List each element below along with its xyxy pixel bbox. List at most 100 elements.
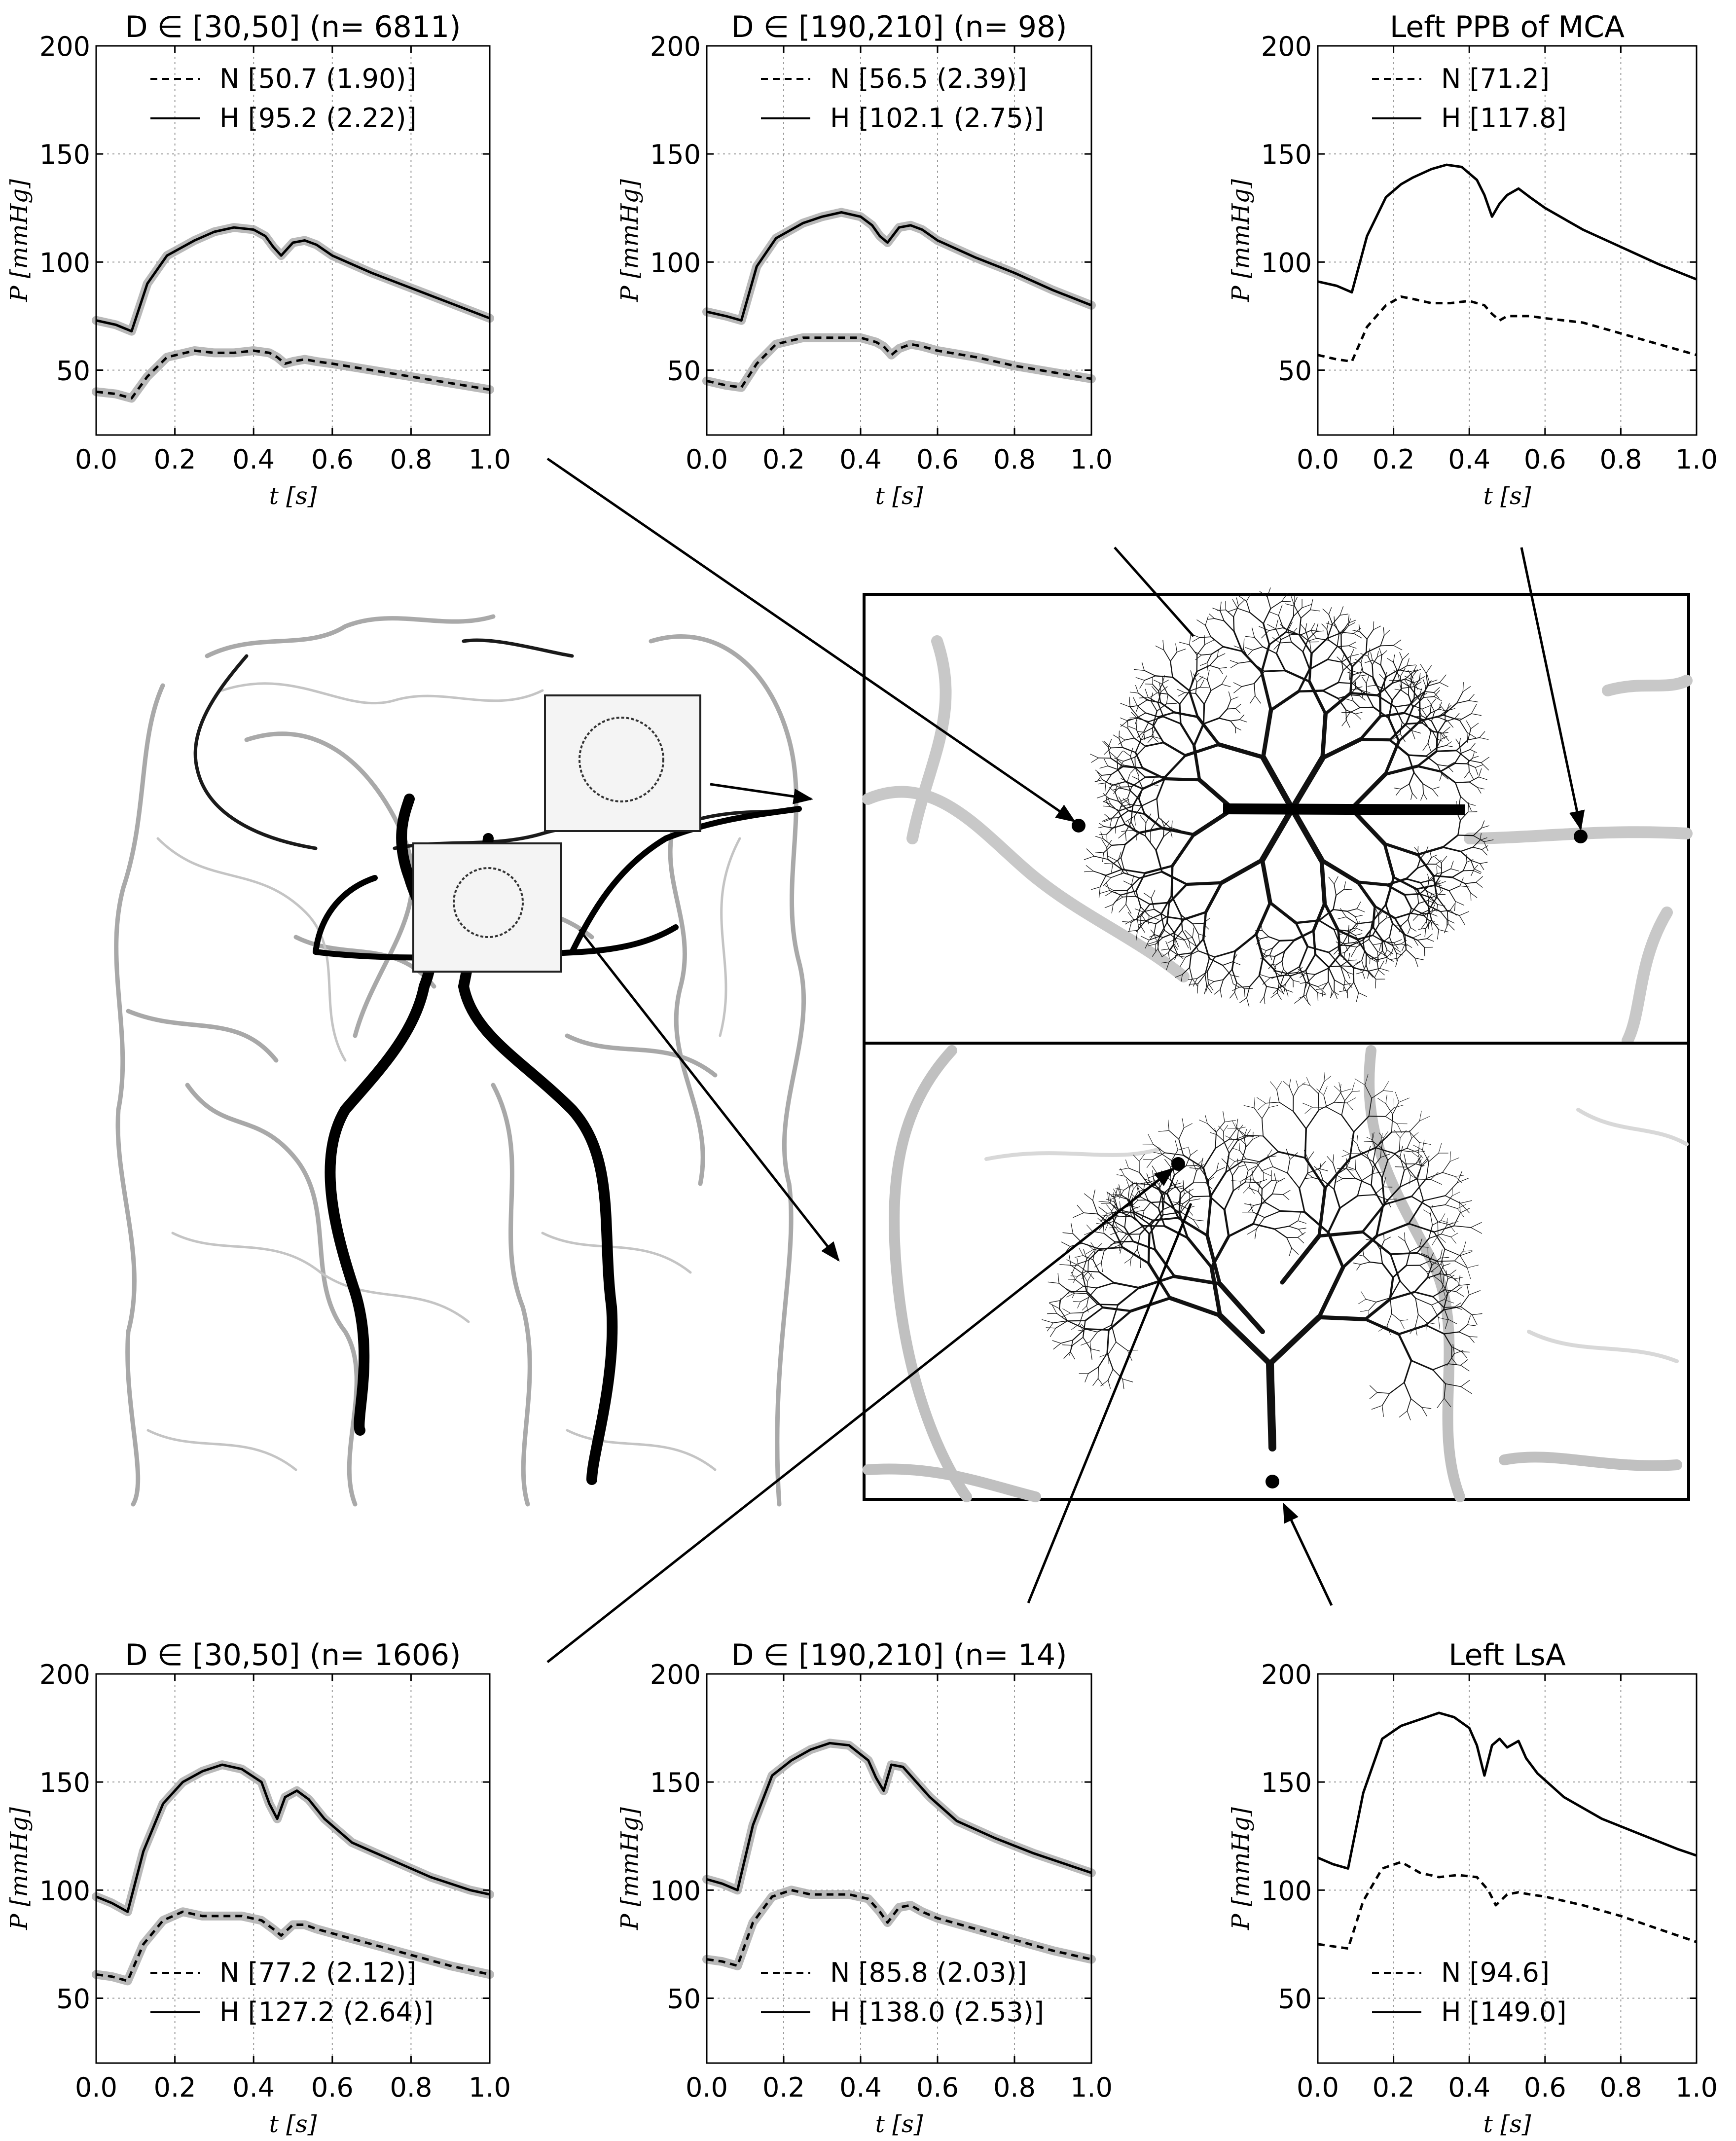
- series-line-n: [706, 1888, 1092, 1967]
- tree-branch: [1098, 1201, 1109, 1202]
- tree-branch: [1235, 1128, 1247, 1136]
- tree-branch: [1316, 1089, 1324, 1095]
- tree-branch: [1445, 1319, 1448, 1329]
- tree-branch: [1276, 639, 1282, 654]
- tree-branch: [1161, 1154, 1172, 1161]
- tree-branch: [1339, 606, 1344, 616]
- tree-branch: [1392, 876, 1418, 890]
- series-line-h: [96, 226, 490, 333]
- tree-branch: [1472, 1314, 1478, 1325]
- tree-branch: [1391, 671, 1398, 684]
- tree-branch: [1236, 1135, 1247, 1142]
- tree-branch: [1091, 886, 1101, 890]
- tree-branch: [1131, 776, 1146, 787]
- tree-branch: [1460, 1365, 1470, 1372]
- tree-branch: [1180, 914, 1183, 931]
- tree-branch: [1362, 964, 1367, 973]
- tree-branch: [1424, 691, 1435, 693]
- tree-branch: [1192, 978, 1198, 986]
- tree-branch: [1245, 636, 1255, 638]
- tree-branch: [1227, 699, 1231, 710]
- tree-branch: [1205, 1234, 1222, 1286]
- tree-branch: [1376, 957, 1387, 961]
- tree-branch: [1298, 1228, 1306, 1230]
- tree-branch: [1417, 1152, 1423, 1159]
- tree-branch: [1460, 1306, 1473, 1315]
- tree-branch: [1351, 694, 1354, 702]
- tree-branch: [1067, 1320, 1086, 1330]
- tree-branch: [1122, 1379, 1133, 1382]
- tree-branch: [1053, 1343, 1061, 1350]
- tree-branch: [1308, 652, 1313, 683]
- tree-branch: [1123, 880, 1132, 885]
- tree-branch: [1253, 1202, 1266, 1206]
- tree-branch: [1082, 1271, 1088, 1279]
- tree-branch: [1111, 766, 1124, 775]
- tree-branch: [1367, 655, 1373, 665]
- tree-branch: [1176, 1203, 1188, 1209]
- tree-branch: [1117, 764, 1124, 770]
- tree-branch: [1214, 1128, 1217, 1135]
- tree-branch: [1385, 911, 1389, 919]
- tree-branch: [1470, 723, 1479, 729]
- tree-branch: [1170, 652, 1178, 662]
- tree-branch: [1162, 716, 1182, 725]
- chart-title: D ∈ [190,210] (n= 14): [731, 1638, 1067, 1672]
- tree-branch: [1394, 1105, 1404, 1108]
- tree-branch: [1310, 637, 1329, 654]
- tree-branch: [1282, 1190, 1291, 1195]
- tree-branch: [1447, 1319, 1457, 1324]
- tree-branch: [1432, 874, 1453, 878]
- tree-branch: [1104, 759, 1108, 766]
- tree-branch: [1455, 739, 1469, 751]
- tree-branch: [1267, 624, 1276, 629]
- tree-branch: [1125, 1160, 1129, 1168]
- tree-branch: [1310, 630, 1320, 632]
- tree-branch: [1364, 1141, 1374, 1142]
- tree-branch: [1099, 1246, 1123, 1250]
- tree-branch: [1396, 789, 1401, 796]
- tree-branch: [1287, 972, 1298, 974]
- tree-branch: [1160, 871, 1188, 886]
- tree-branch: [1136, 705, 1139, 712]
- tree-branch: [1262, 1118, 1264, 1137]
- tree-branch: [1332, 990, 1339, 995]
- plot-frame: [95, 45, 491, 436]
- tree-branch: [1122, 757, 1136, 762]
- tree-branch: [1394, 917, 1406, 936]
- tree-branch: [1318, 919, 1335, 930]
- tree-branch: [1305, 1177, 1313, 1179]
- tree-branch: [1479, 737, 1489, 740]
- tree-branch: [1454, 901, 1456, 911]
- tree-branch: [1314, 1166, 1320, 1171]
- tree-branch: [1369, 1392, 1377, 1399]
- tree-branch: [1232, 599, 1238, 609]
- tree-branch: [1232, 1148, 1240, 1151]
- tree-branch: [1245, 1158, 1261, 1162]
- tree-branch: [1459, 1255, 1467, 1268]
- tree-branch: [1351, 946, 1357, 957]
- tree-branch: [1232, 1181, 1246, 1192]
- tree-branch: [1281, 960, 1284, 970]
- tree-branch: [1166, 703, 1177, 704]
- tree-branch: [1444, 1290, 1450, 1300]
- tree-branch: [1127, 798, 1131, 808]
- tree-branch: [1117, 1196, 1128, 1200]
- tree-branch: [1277, 1151, 1306, 1159]
- tree-branch: [1110, 818, 1112, 827]
- tree-branch: [1455, 1291, 1464, 1297]
- tree-branch: [1401, 940, 1407, 944]
- tree-branch: [1399, 1137, 1401, 1151]
- tree-branch: [1468, 802, 1469, 812]
- tree-branch: [1481, 757, 1489, 763]
- tree-branch: [1130, 1248, 1138, 1259]
- tree-branch: [1359, 706, 1374, 709]
- tree-branch: [1341, 1114, 1355, 1133]
- tree-branch: [1259, 806, 1295, 863]
- tree-branch: [1355, 658, 1362, 663]
- tree-branch: [1230, 720, 1236, 728]
- tree-branch: [1235, 708, 1241, 714]
- tree-branch: [1119, 1190, 1124, 1199]
- tree-branch: [1232, 961, 1241, 965]
